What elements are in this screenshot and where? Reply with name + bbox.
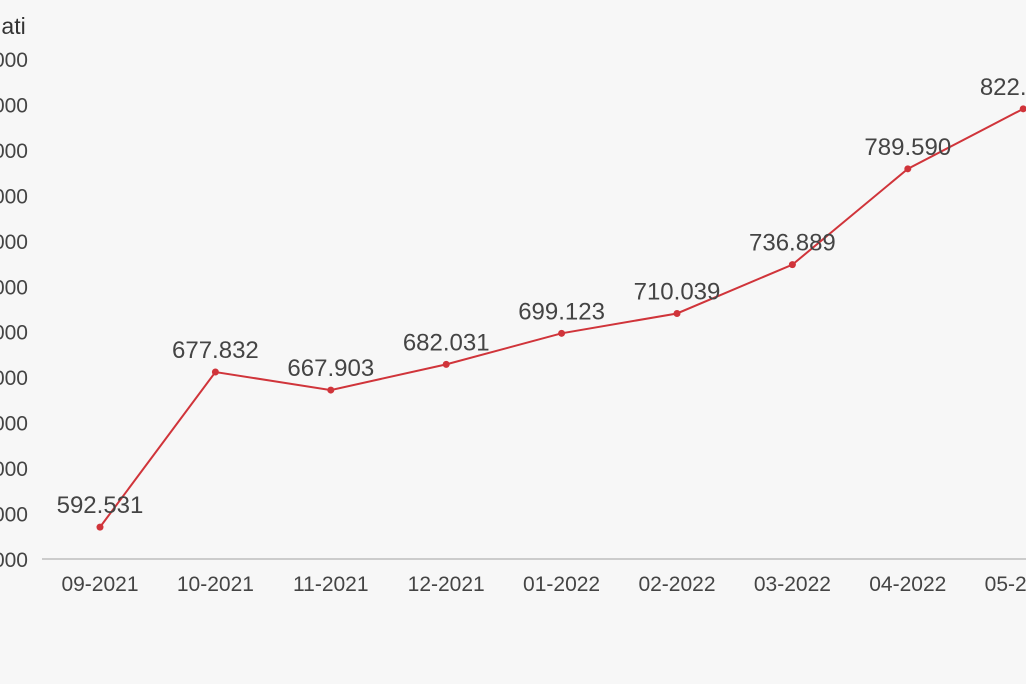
data-point	[1019, 105, 1026, 113]
data-label: 789.590	[864, 134, 951, 161]
data-point	[673, 309, 681, 317]
data-label: 682.031	[403, 329, 490, 356]
y-tick-label: 700.000	[0, 322, 28, 345]
data-labels: 592.531 677.832 667.903 682.031 699.123 710.0…	[57, 74, 1026, 519]
y-tick-label: 850.000	[0, 49, 28, 72]
y-axis-title: follati	[0, 13, 26, 39]
data-label: 736.889	[749, 230, 836, 257]
y-tick-label: 800.000	[0, 140, 28, 163]
data-point	[788, 261, 796, 269]
data-label: 667.903	[287, 355, 374, 382]
y-tick-label: 600.000	[0, 504, 28, 527]
x-axis-ticks: 09-2021 10-2021 11-2021 12-2021 01-2022 02-20…	[61, 573, 1026, 596]
data-point	[211, 368, 219, 376]
x-tick-label: 03-2022	[754, 573, 831, 596]
x-tick-label: 04-2022	[869, 573, 946, 596]
data-label: 592.531	[57, 492, 144, 519]
data-point	[558, 329, 566, 337]
data-label: 699.123	[518, 298, 605, 325]
data-points	[96, 105, 1026, 531]
y-tick-label: 575.000	[0, 549, 28, 572]
data-label: 822.590	[980, 74, 1026, 101]
data-point	[904, 165, 912, 173]
x-tick-label: 11-2021	[293, 573, 369, 596]
x-tick-label: 12-2021	[408, 573, 485, 596]
data-label: 710.039	[634, 278, 721, 305]
x-tick-label: 01-2022	[523, 573, 600, 596]
x-tick-label: 09-2021	[61, 573, 138, 596]
x-tick-label: 10-2021	[177, 573, 254, 596]
x-tick-label: 05-2022	[985, 573, 1026, 596]
y-tick-label: 750.000	[0, 231, 28, 254]
y-tick-label: 825.000	[0, 94, 28, 117]
y-axis-ticks: 575.000 600.000 625.000 650.000 675.000 700.0…	[0, 49, 28, 572]
y-tick-label: 675.000	[0, 367, 28, 390]
data-point	[442, 360, 450, 368]
y-tick-label: 725.000	[0, 276, 28, 299]
y-tick-label: 650.000	[0, 413, 28, 436]
y-tick-label: 775.000	[0, 185, 28, 208]
x-tick-label: 02-2022	[638, 573, 715, 596]
data-label: 677.832	[172, 337, 259, 364]
data-point	[96, 523, 104, 531]
data-point	[327, 386, 335, 394]
y-tick-label: 625.000	[0, 458, 28, 481]
